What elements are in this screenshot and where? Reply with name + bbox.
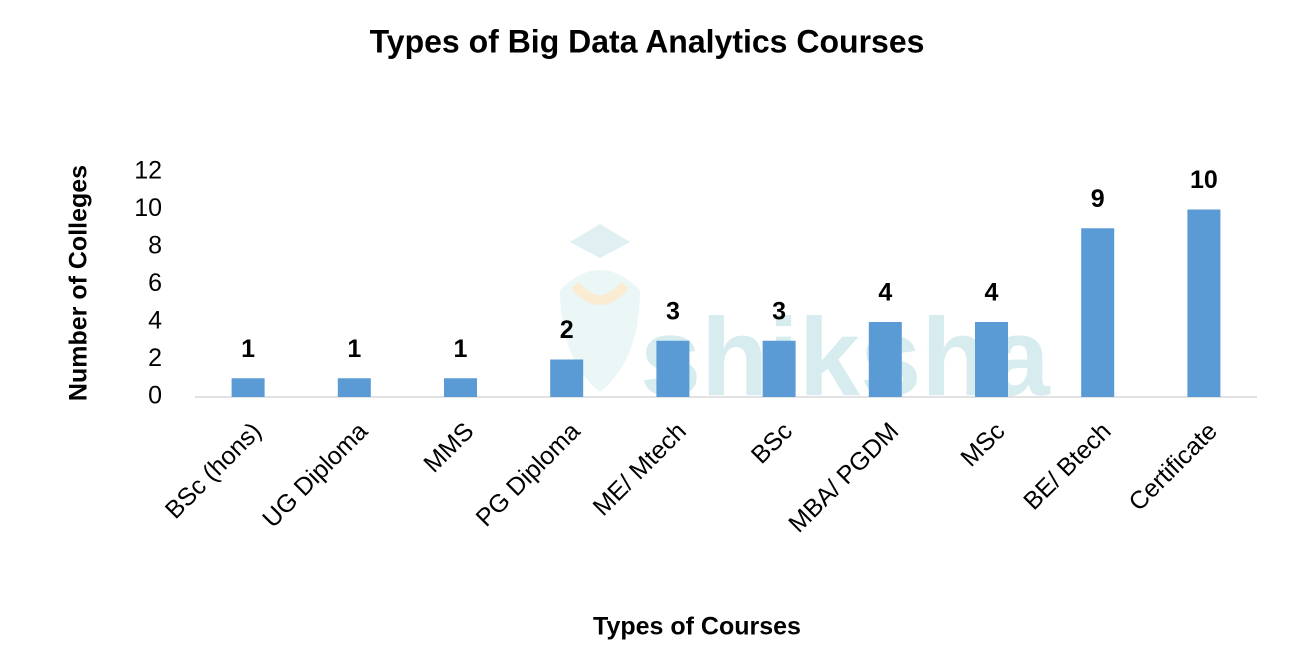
data-label: 9 [1091, 185, 1105, 213]
bar [868, 322, 902, 397]
data-label: 3 [666, 297, 680, 325]
y-tick-label: 10 [134, 194, 162, 222]
bar [762, 340, 796, 397]
y-tick-label: 0 [148, 382, 162, 410]
bar [337, 378, 371, 397]
bar [656, 340, 690, 397]
chart-title: Types of Big Data Analytics Courses [370, 23, 925, 59]
data-label: 1 [241, 335, 255, 363]
y-tick-label: 4 [148, 307, 162, 335]
y-axis-title: Number of Colleges [65, 165, 93, 401]
data-label: 3 [772, 297, 786, 325]
data-label: 10 [1190, 166, 1218, 194]
data-label: 4 [878, 279, 892, 307]
bar [231, 378, 265, 397]
data-label: 4 [985, 279, 999, 307]
y-tick-label: 12 [134, 157, 162, 185]
bar [975, 322, 1008, 397]
data-label: 1 [347, 335, 361, 363]
y-tick-label: 6 [148, 269, 162, 297]
y-tick-label: 8 [148, 232, 162, 260]
bar [550, 359, 584, 397]
data-label: 1 [454, 335, 468, 363]
bar [1081, 228, 1115, 397]
y-tick-label: 2 [148, 344, 162, 372]
data-label: 2 [560, 316, 574, 344]
x-axis-title: Types of Courses [593, 613, 801, 641]
bar [444, 378, 477, 397]
bar [1187, 209, 1221, 397]
